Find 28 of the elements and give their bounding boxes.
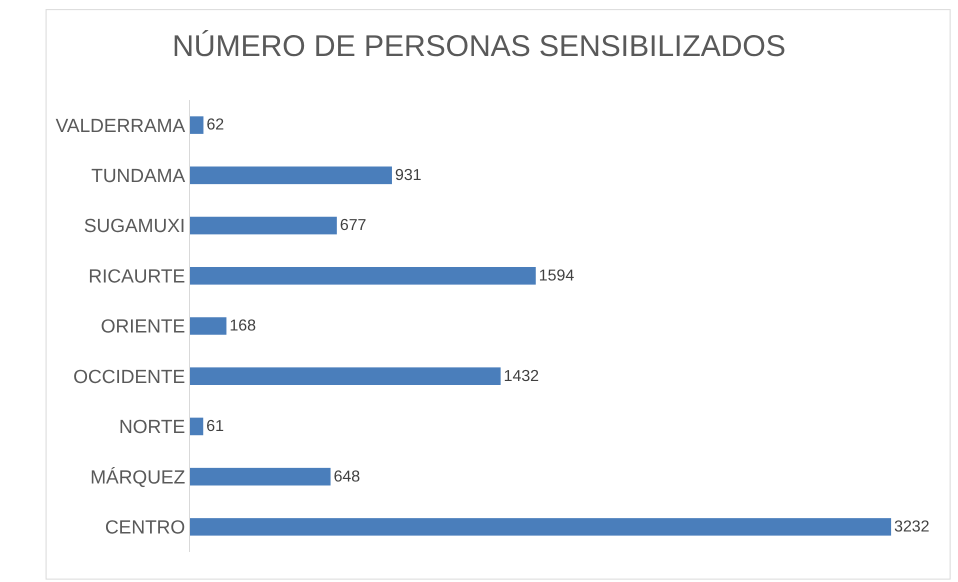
data-label: 3232: [894, 518, 930, 536]
data-label: 677: [340, 217, 367, 234]
data-label: 61: [206, 418, 224, 436]
bar: [190, 266, 536, 285]
bar: [190, 216, 337, 234]
data-label: 62: [206, 116, 224, 134]
y-tick-label: VALDERRAMA: [56, 116, 186, 137]
bar: [190, 468, 331, 486]
y-tick-label: SUGAMUXI: [84, 216, 186, 238]
y-tick-label: MÁRQUEZ: [90, 466, 186, 488]
y-tick-label: ORIENTE: [100, 316, 186, 338]
bar: [190, 367, 501, 386]
bar: [190, 116, 204, 134]
data-label: 931: [394, 166, 422, 184]
y-tick-label: CENTRO: [104, 518, 186, 539]
data-label: 648: [334, 468, 360, 486]
data-label: 1594: [538, 267, 574, 284]
bar: [190, 166, 392, 184]
data-label: 168: [229, 318, 256, 335]
y-tick-label: RICAURTE: [88, 266, 186, 288]
bar: [190, 518, 892, 536]
y-tick-label: TUNDAMA: [91, 166, 186, 187]
bar: [190, 317, 226, 335]
y-tick-label: OCCIDENTE: [73, 366, 186, 388]
y-tick-label: NORTE: [119, 417, 186, 438]
chart-title: NÚMERO DE PERSONAS SENSIBILIZADOS: [172, 28, 786, 63]
bar: [190, 418, 204, 436]
data-label: 1432: [504, 368, 540, 385]
